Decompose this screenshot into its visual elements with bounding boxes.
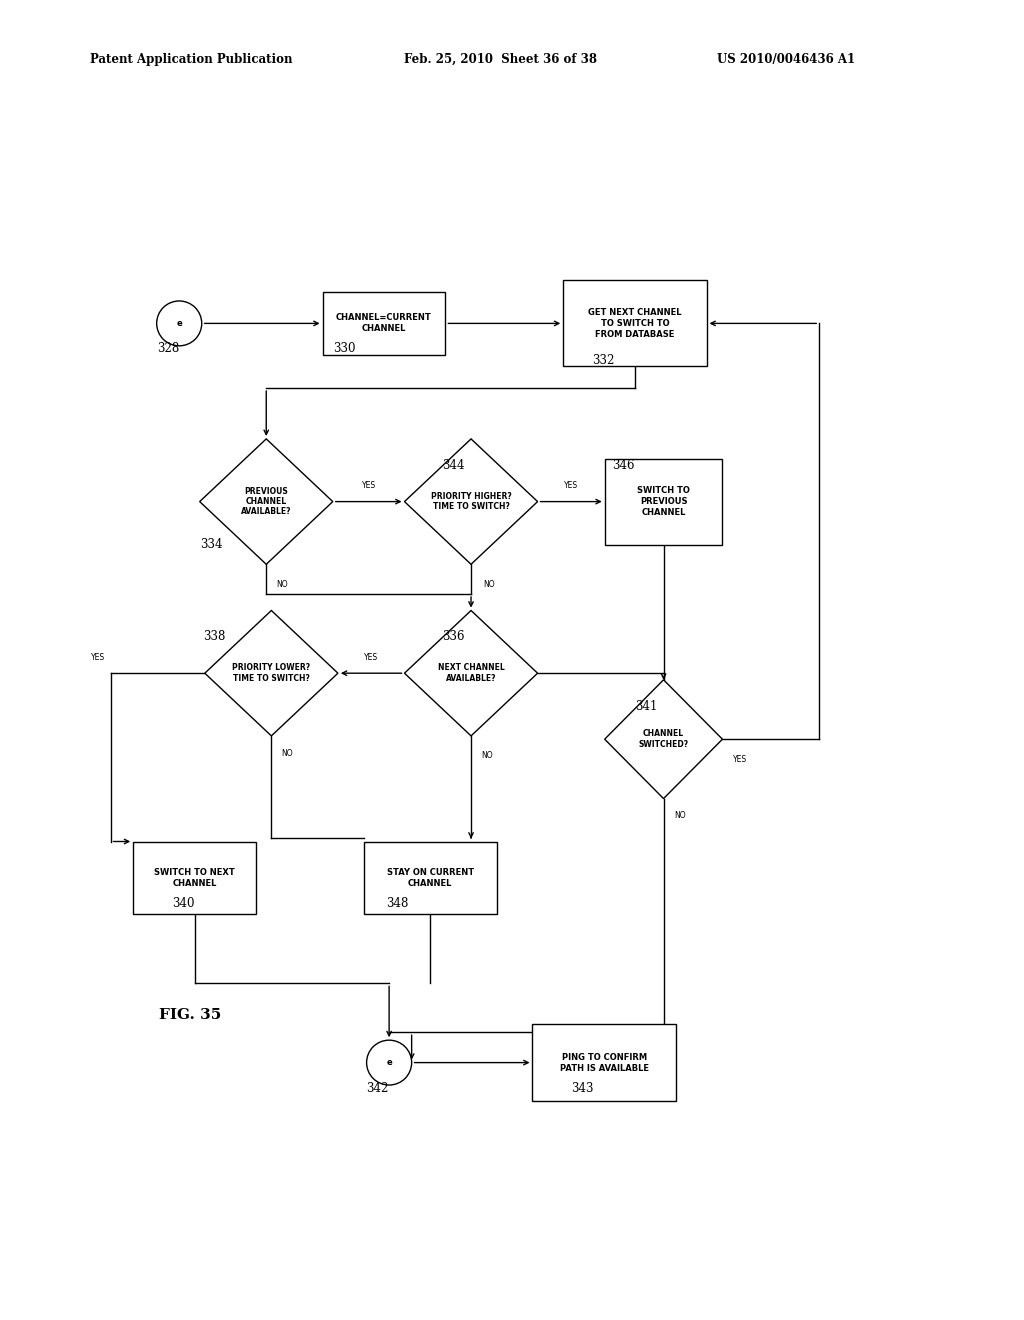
Text: PREVIOUS
CHANNEL
AVAILABLE?: PREVIOUS CHANNEL AVAILABLE? bbox=[241, 487, 292, 516]
FancyBboxPatch shape bbox=[364, 842, 497, 913]
Text: 348: 348 bbox=[386, 896, 409, 909]
Text: NO: NO bbox=[282, 748, 293, 758]
Text: NO: NO bbox=[483, 579, 495, 589]
Text: 336: 336 bbox=[442, 630, 465, 643]
FancyBboxPatch shape bbox=[604, 458, 723, 544]
Text: CHANNEL=CURRENT
CHANNEL: CHANNEL=CURRENT CHANNEL bbox=[336, 313, 432, 334]
Text: PING TO CONFIRM
PATH IS AVAILABLE: PING TO CONFIRM PATH IS AVAILABLE bbox=[560, 1052, 648, 1073]
Text: SWITCH TO
PREVIOUS
CHANNEL: SWITCH TO PREVIOUS CHANNEL bbox=[637, 486, 690, 517]
Text: 344: 344 bbox=[442, 458, 465, 471]
Polygon shape bbox=[604, 680, 723, 799]
Text: 332: 332 bbox=[592, 354, 614, 367]
Text: FIG. 35: FIG. 35 bbox=[159, 1008, 221, 1022]
Text: STAY ON CURRENT
CHANNEL: STAY ON CURRENT CHANNEL bbox=[386, 867, 474, 888]
Polygon shape bbox=[205, 610, 338, 737]
Ellipse shape bbox=[367, 1040, 412, 1085]
Polygon shape bbox=[404, 610, 538, 737]
Text: 330: 330 bbox=[333, 342, 355, 355]
Text: 346: 346 bbox=[612, 458, 635, 471]
Text: YES: YES bbox=[365, 653, 378, 661]
Text: 343: 343 bbox=[571, 1081, 594, 1094]
Text: Patent Application Publication: Patent Application Publication bbox=[90, 53, 293, 66]
Text: CHANNEL
SWITCHED?: CHANNEL SWITCHED? bbox=[639, 730, 688, 748]
Text: YES: YES bbox=[733, 755, 746, 763]
Polygon shape bbox=[404, 438, 538, 565]
Text: SWITCH TO NEXT
CHANNEL: SWITCH TO NEXT CHANNEL bbox=[155, 867, 234, 888]
FancyBboxPatch shape bbox=[323, 292, 445, 355]
Text: YES: YES bbox=[361, 482, 376, 490]
Text: e: e bbox=[386, 1059, 392, 1067]
FancyBboxPatch shape bbox=[133, 842, 256, 913]
Text: PRIORITY HIGHER?
TIME TO SWITCH?: PRIORITY HIGHER? TIME TO SWITCH? bbox=[431, 492, 511, 511]
Polygon shape bbox=[200, 438, 333, 565]
Text: YES: YES bbox=[564, 482, 579, 490]
Text: NEXT CHANNEL
AVAILABLE?: NEXT CHANNEL AVAILABLE? bbox=[437, 664, 505, 682]
Text: PRIORITY LOWER?
TIME TO SWITCH?: PRIORITY LOWER? TIME TO SWITCH? bbox=[232, 664, 310, 682]
FancyBboxPatch shape bbox=[532, 1024, 676, 1101]
Text: NO: NO bbox=[276, 579, 288, 589]
Text: 328: 328 bbox=[157, 342, 179, 355]
Text: GET NEXT CHANNEL
TO SWITCH TO
FROM DATABASE: GET NEXT CHANNEL TO SWITCH TO FROM DATAB… bbox=[588, 308, 682, 339]
Text: NO: NO bbox=[674, 812, 685, 820]
Text: 334: 334 bbox=[200, 537, 222, 550]
Ellipse shape bbox=[157, 301, 202, 346]
Text: Feb. 25, 2010  Sheet 36 of 38: Feb. 25, 2010 Sheet 36 of 38 bbox=[404, 53, 597, 66]
Text: YES: YES bbox=[91, 653, 105, 661]
Text: 340: 340 bbox=[172, 896, 195, 909]
Text: US 2010/0046436 A1: US 2010/0046436 A1 bbox=[717, 53, 855, 66]
Text: 341: 341 bbox=[635, 700, 657, 713]
FancyBboxPatch shape bbox=[563, 280, 707, 366]
Text: NO: NO bbox=[481, 751, 493, 760]
Text: 342: 342 bbox=[367, 1081, 389, 1094]
Text: 338: 338 bbox=[203, 630, 225, 643]
Text: e: e bbox=[176, 319, 182, 327]
